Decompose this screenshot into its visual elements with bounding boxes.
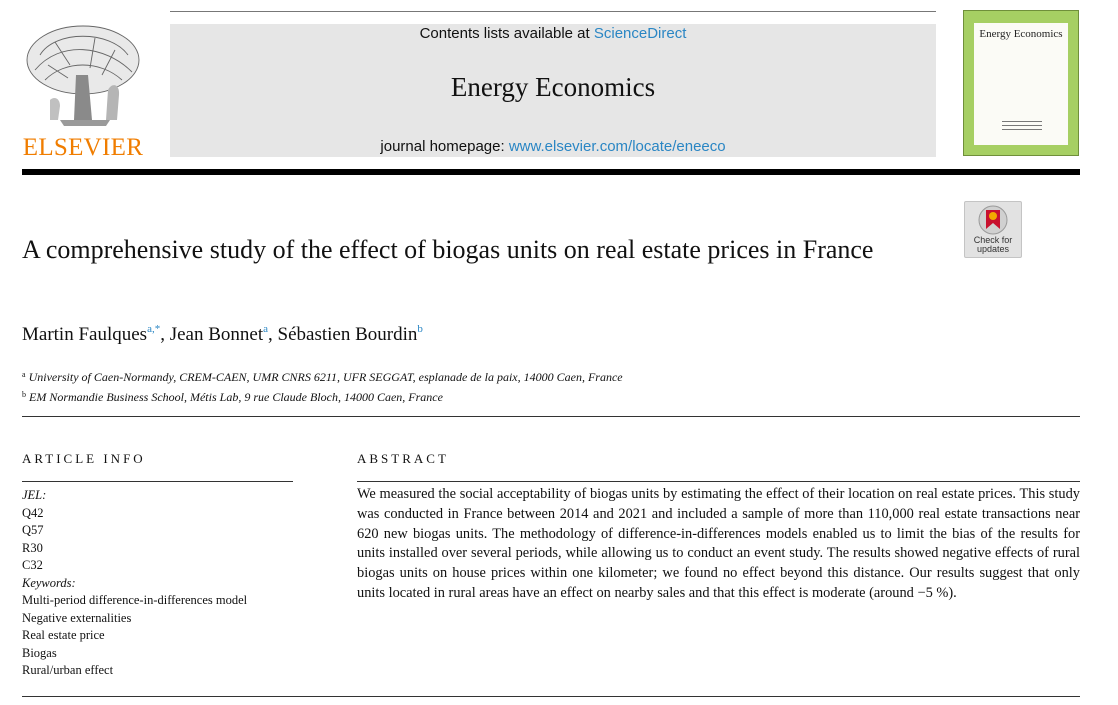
jel-code: Q42 — [22, 505, 44, 520]
homepage-prefix: journal homepage: — [380, 138, 509, 155]
cover-text-lines — [1002, 121, 1042, 133]
article-info-heading: ARTICLE INFO — [22, 451, 146, 466]
affiliation-item: b EM Normandie Business School, Métis La… — [22, 386, 922, 406]
author-list: Martin Faulquesa,*, Jean Bonneta, Sébast… — [22, 323, 922, 346]
homepage-link[interactable]: www.elsevier.com/locate/eneeco — [508, 138, 726, 155]
author-name[interactable]: Martin Faulques — [22, 324, 148, 345]
jel-code: R30 — [22, 540, 43, 555]
bottom-rule — [22, 696, 1080, 697]
section-divider — [22, 416, 1080, 417]
author-separator: , — [268, 324, 278, 345]
keyword-item: Real estate price — [22, 628, 105, 642]
keyword-item: Negative externalities — [22, 610, 132, 625]
affiliation-text: University of Caen-Normandy, CREM-CAEN, … — [28, 370, 623, 384]
author-affiliation-mark[interactable]: b — [417, 323, 423, 335]
affiliation-text: EM Normandie Business School, Métis Lab,… — [29, 390, 443, 404]
article-info-rule — [22, 481, 293, 482]
bookmark-ribbon-icon — [978, 205, 1008, 235]
journal-title[interactable]: Energy Economics — [450, 72, 656, 102]
journal-banner: Contents lists available at ScienceDirec… — [170, 24, 936, 157]
author-name[interactable]: Jean Bonnet — [169, 324, 264, 345]
article-info-list: JEL: Q42 Q57 R30 C32 Keywords: Multi-per… — [22, 487, 302, 680]
paper-title: A comprehensive study of the effect of b… — [22, 235, 874, 264]
abstract-rule — [357, 481, 1080, 482]
cover-inner: Energy Economics — [974, 23, 1068, 145]
author-separator: , — [160, 324, 170, 345]
tree-icon — [26, 25, 140, 126]
jel-code: C32 — [22, 558, 43, 572]
keywords-label: Keywords: — [22, 575, 76, 590]
contents-prefix: Contents lists available at — [419, 25, 594, 42]
check-for-updates-label: Check for updates — [973, 235, 1013, 254]
keyword-item: Multi-period difference-in-differences m… — [22, 593, 248, 607]
abstract-body: We measured the social acceptability of … — [357, 486, 1080, 601]
journal-cover-thumbnail[interactable]: Energy Economics — [963, 10, 1079, 156]
author-name[interactable]: Sébastien Bourdin — [277, 324, 418, 345]
jel-code: Q57 — [22, 523, 44, 537]
sciencedirect-link[interactable]: ScienceDirect — [593, 25, 687, 42]
affiliations: a University of Caen-Normandy, CREM-CAEN… — [22, 366, 922, 406]
affiliation-mark: a — [22, 370, 26, 379]
publisher-wordmark: ELSEVIER — [22, 134, 144, 161]
affiliation-mark: b — [22, 390, 26, 399]
author-affiliation-mark[interactable]: a,* — [147, 323, 161, 335]
elsevier-logo[interactable]: ELSEVIER — [20, 20, 146, 161]
header-divider — [22, 169, 1080, 175]
author-affiliation-mark[interactable]: a — [263, 323, 269, 335]
contents-line: Contents lists available at ScienceDirec… — [170, 25, 936, 42]
check-for-updates-badge[interactable]: Check for updates — [964, 201, 1022, 258]
affiliation-item: a University of Caen-Normandy, CREM-CAEN… — [22, 366, 922, 386]
keyword-item: Rural/urban effect — [22, 663, 114, 677]
cover-title: Energy Economics — [979, 28, 1063, 40]
keyword-item: Biogas — [22, 645, 57, 660]
abstract-heading: ABSTRACT — [357, 451, 449, 466]
jel-label: JEL: — [22, 488, 47, 502]
top-rule — [170, 11, 936, 12]
homepage-line: journal homepage: www.elsevier.com/locat… — [170, 138, 936, 155]
